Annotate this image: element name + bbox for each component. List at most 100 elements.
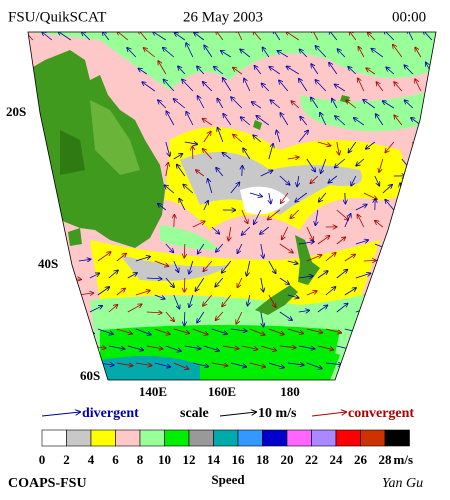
wind-vector (186, 43, 194, 58)
wind-vector (144, 48, 156, 58)
wind-vector (248, 294, 250, 306)
wind-vector (70, 312, 83, 314)
wind-vector (336, 237, 345, 245)
scale-arrow (219, 412, 256, 417)
colorbar-tick-label: 2 (63, 452, 70, 467)
colorbar-box (311, 429, 337, 447)
wind-vector (40, 362, 56, 368)
wind-vector (154, 328, 170, 334)
wind-vector (403, 203, 414, 211)
wind-vector (328, 175, 338, 183)
time: 00:00 (392, 9, 426, 25)
wind-vector (165, 311, 174, 321)
wind-vector (412, 345, 428, 351)
wind-vector (78, 328, 94, 334)
wind-vector (237, 277, 243, 287)
wind-vector (197, 311, 205, 323)
wind-vector (241, 345, 258, 349)
wind-vector (58, 32, 72, 41)
wind-vector (363, 260, 376, 261)
wind-vector (249, 362, 265, 367)
wind-vector (237, 32, 243, 41)
colorbar-tick-label: 14 (207, 452, 221, 467)
wind-vector (319, 192, 327, 202)
wind-vector (108, 270, 118, 279)
colorbar-tick-label: 0 (39, 452, 46, 467)
wind-vector (268, 328, 284, 334)
wind-vector (348, 141, 357, 153)
wind-vector (306, 328, 323, 333)
wind-vector (163, 48, 175, 58)
wind-vector (382, 185, 392, 194)
wind-vector (269, 192, 271, 204)
wind-vector (376, 114, 384, 126)
wind-vector (425, 162, 433, 177)
wind-vector (240, 49, 251, 58)
wind-vector (97, 287, 109, 296)
wind-vector (203, 201, 208, 211)
wind-vector (415, 260, 422, 271)
wind-vector (345, 192, 346, 204)
wind-vector (173, 328, 189, 333)
wind-vector (214, 67, 224, 75)
wind-vector (385, 200, 395, 211)
wind-vector (262, 84, 270, 92)
wind-vector (279, 243, 293, 253)
wind-vector (315, 209, 317, 225)
wind-vector (158, 61, 167, 75)
wind-vector (51, 311, 59, 321)
wind-vector (127, 48, 137, 58)
wind-vector (116, 328, 132, 334)
colorbar-box (188, 429, 214, 447)
wind-vector (317, 345, 334, 350)
colorbar-tick-label: 6 (112, 452, 119, 467)
wind-vector (344, 363, 361, 365)
wind-vector (325, 328, 341, 333)
wind-vector (138, 68, 148, 75)
wind-vector (153, 32, 167, 41)
wind-vector (184, 277, 185, 292)
map-frame (27, 31, 437, 381)
wind-vector (306, 158, 315, 172)
wind-vector (386, 67, 395, 75)
wind-vector (311, 64, 319, 75)
wind-vector (211, 328, 227, 334)
wind-vector (337, 141, 339, 155)
wind-vector (320, 113, 327, 126)
wind-vector (287, 157, 299, 159)
wind-vector (256, 116, 270, 126)
wind-vector (40, 294, 44, 311)
wind-vector (183, 185, 194, 194)
wind-vector (279, 311, 292, 320)
wind-vector (420, 329, 436, 331)
wind-vector (279, 346, 296, 348)
wind-vector (287, 261, 298, 264)
wind-vector (393, 311, 398, 321)
wind-vector (298, 242, 314, 244)
wind-vector (374, 277, 386, 283)
wind-vector (336, 209, 349, 220)
wind-vector (279, 175, 290, 185)
lat-label: 60S (80, 368, 100, 383)
wind-vector (298, 345, 315, 349)
wind-vector (230, 362, 247, 367)
wind-vector (415, 294, 422, 306)
wind-vector (241, 117, 251, 126)
wind-vector (280, 113, 289, 126)
wind-vector (355, 273, 371, 279)
wind-vector (198, 243, 205, 254)
wind-vector (385, 141, 395, 152)
author: Yan Gu (382, 476, 423, 491)
wind-vector (286, 32, 300, 41)
wind-vector (243, 148, 251, 160)
wind-vector (401, 362, 417, 369)
wind-vector (260, 226, 270, 234)
wind-vector (184, 311, 185, 326)
wind-vector (173, 260, 179, 272)
wind-vector (192, 362, 209, 367)
wind-vector (422, 311, 433, 324)
colorbar-box (213, 429, 239, 447)
wind-vector (173, 154, 183, 160)
colorbar-tick-label: 20 (281, 452, 294, 467)
convergent-label: convergent (348, 406, 414, 421)
